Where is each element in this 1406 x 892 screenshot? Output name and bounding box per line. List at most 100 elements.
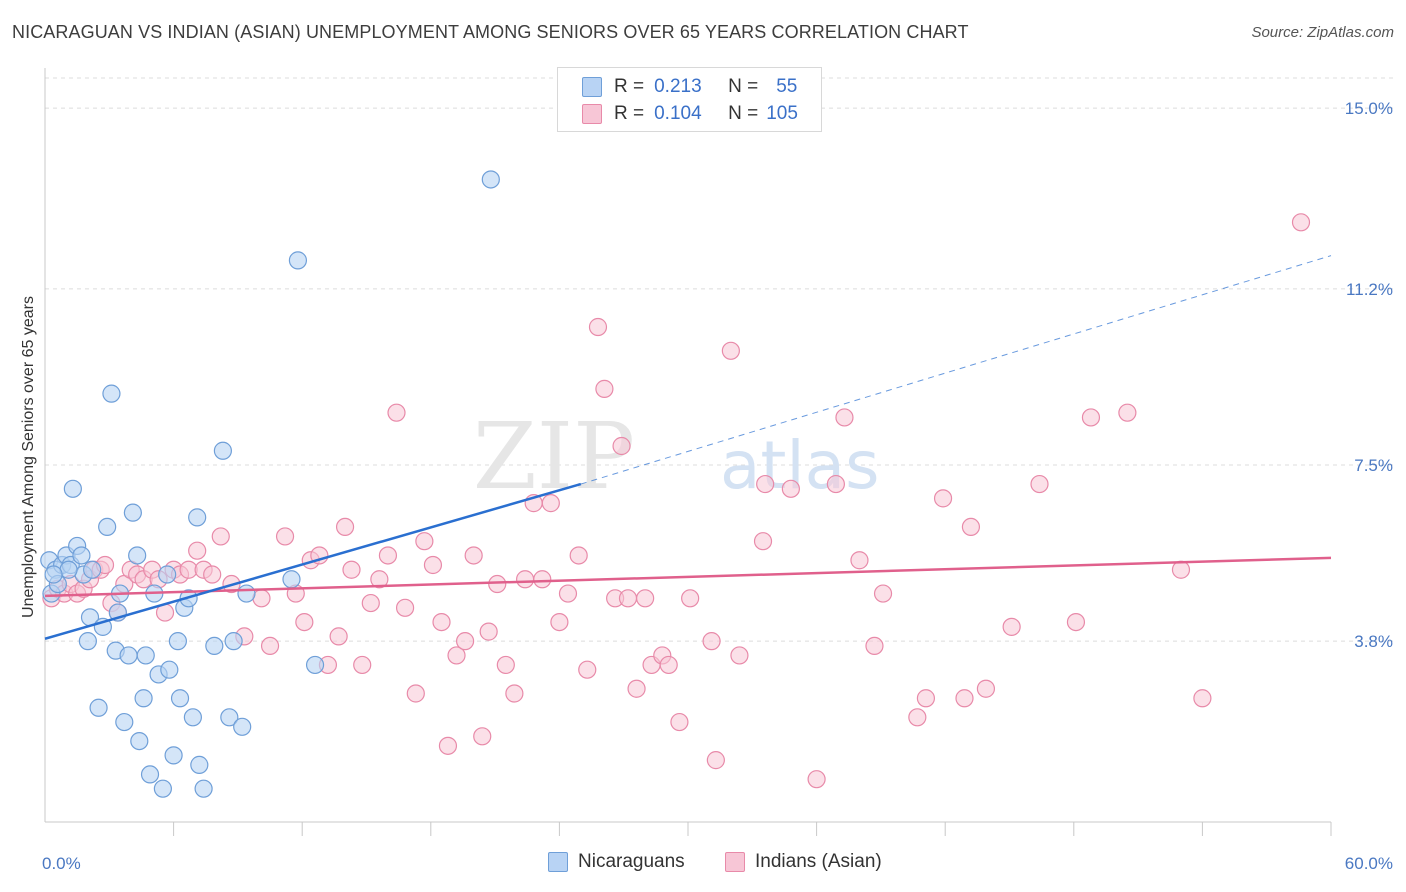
legend-r-value: 0.213 bbox=[654, 76, 702, 97]
nicaraguans-point bbox=[128, 546, 147, 565]
correlation-legend: R = 0.213 N = 55 R = 0.104 N = 105 bbox=[557, 67, 822, 132]
nicaraguans-point bbox=[481, 170, 500, 189]
bottom-legend-label: Indians (Asian) bbox=[755, 851, 882, 872]
indians-point bbox=[955, 689, 974, 708]
nicaraguans-point bbox=[78, 632, 97, 651]
indians-point bbox=[706, 751, 725, 770]
nicaraguans-point bbox=[183, 708, 202, 727]
indians-point bbox=[753, 532, 773, 551]
nicaraguans-point bbox=[140, 765, 160, 784]
watermark-zip: ZIP bbox=[473, 403, 635, 510]
indians-point bbox=[873, 584, 893, 603]
indians-point bbox=[496, 655, 515, 675]
nicaraguans-points bbox=[40, 170, 500, 798]
indians-point bbox=[850, 551, 869, 570]
indians-point bbox=[865, 636, 884, 655]
watermark-atlas: atlas bbox=[720, 427, 880, 504]
nicaraguans-point bbox=[158, 565, 177, 584]
indians-point bbox=[702, 632, 721, 651]
indians-point bbox=[516, 570, 535, 589]
indians-point bbox=[406, 684, 425, 703]
nicaraguans-point bbox=[170, 689, 190, 708]
legend-r-label: R = bbox=[614, 103, 645, 124]
nicaraguans-point bbox=[136, 646, 155, 665]
nicaraguans-point bbox=[130, 731, 149, 751]
tick-labels: 3.8% 7.5% 11.2% 15.0% 0.0% 60.0% bbox=[42, 99, 1393, 873]
indians-point bbox=[1002, 617, 1021, 636]
trend-lines bbox=[44, 255, 1332, 640]
indians-point bbox=[1030, 474, 1049, 494]
indians-point bbox=[807, 770, 826, 789]
indians-point bbox=[826, 474, 845, 494]
indians-point bbox=[252, 589, 271, 608]
y-tick-label: 3.8% bbox=[1354, 632, 1393, 651]
indians-point bbox=[933, 489, 953, 508]
indians-points bbox=[42, 213, 1311, 789]
nicaraguans-point bbox=[102, 384, 121, 403]
nicaraguans-point bbox=[59, 560, 78, 579]
bottom-legend-nicaraguans: Nicaraguans bbox=[548, 851, 685, 873]
x-tick-label: 60.0% bbox=[1345, 854, 1393, 873]
indians-point bbox=[188, 541, 207, 560]
indians-point bbox=[1193, 689, 1212, 708]
indians-point bbox=[329, 627, 348, 646]
indians-point bbox=[203, 565, 222, 584]
nicaraguans-point bbox=[153, 779, 172, 798]
nicaraguans-point bbox=[305, 655, 325, 675]
nicaraguans-point bbox=[205, 636, 224, 655]
indians-point bbox=[756, 474, 775, 494]
indians-point bbox=[455, 632, 475, 651]
nicaraguans-point bbox=[44, 565, 63, 584]
indians-point bbox=[1171, 560, 1191, 579]
grid-lines bbox=[45, 77, 1395, 642]
indians-point bbox=[387, 403, 406, 422]
nicaraguans-point bbox=[288, 251, 308, 270]
indians-point bbox=[1291, 213, 1311, 232]
nicaraguans-point bbox=[224, 632, 243, 651]
indians-point bbox=[447, 646, 466, 665]
indians-point bbox=[423, 555, 443, 575]
indians-point bbox=[681, 589, 700, 608]
nicaraguans-point bbox=[220, 708, 239, 727]
legend-n-value: 105 bbox=[766, 103, 798, 124]
indians-point bbox=[378, 546, 398, 565]
bottom-legend-label: Nicaraguans bbox=[578, 851, 685, 872]
bottom-legend-indians: Indians (Asian) bbox=[725, 851, 882, 873]
legend-r-value: 0.104 bbox=[654, 103, 702, 124]
indians-point bbox=[627, 679, 646, 698]
nicaraguans-point bbox=[213, 441, 232, 460]
legend-n-label: N = bbox=[728, 103, 759, 124]
indians-point bbox=[260, 636, 280, 655]
nicaraguans-point bbox=[188, 508, 207, 527]
chart-title: NICARAGUAN VS INDIAN (ASIAN) UNEMPLOYMEN… bbox=[12, 22, 969, 42]
indians-point bbox=[479, 622, 498, 641]
indians-point bbox=[295, 613, 314, 632]
nicaraguans-point bbox=[233, 717, 252, 736]
nicaraguans-point bbox=[89, 698, 108, 717]
y-axis-title: Unemployment Among Seniors over 65 years bbox=[20, 296, 37, 618]
indians-point bbox=[636, 589, 655, 608]
indians-point bbox=[569, 546, 588, 565]
indians-point bbox=[1118, 403, 1137, 422]
indians-point bbox=[353, 655, 372, 675]
indians-point bbox=[976, 679, 996, 698]
nicaraguans-point bbox=[115, 712, 134, 732]
indians-point bbox=[473, 727, 492, 746]
nicaraguans-point bbox=[63, 479, 82, 498]
indians-point bbox=[370, 570, 389, 589]
indians-point bbox=[432, 613, 451, 632]
y-tick-label: 15.0% bbox=[1345, 99, 1393, 118]
nicaraguans-point bbox=[282, 570, 301, 589]
indians-point bbox=[1081, 408, 1101, 427]
indians-point bbox=[578, 660, 597, 679]
indians-point bbox=[488, 574, 507, 594]
indians-point bbox=[361, 593, 380, 613]
indians-point bbox=[781, 479, 800, 498]
legend-row-nicaraguans: R = 0.213 N = 55 bbox=[582, 74, 797, 100]
indians-point bbox=[659, 655, 678, 675]
nicaraguans-point bbox=[134, 689, 153, 708]
indians-point bbox=[395, 598, 415, 617]
nicaraguans-swatch bbox=[582, 77, 602, 97]
axes bbox=[44, 68, 1332, 836]
